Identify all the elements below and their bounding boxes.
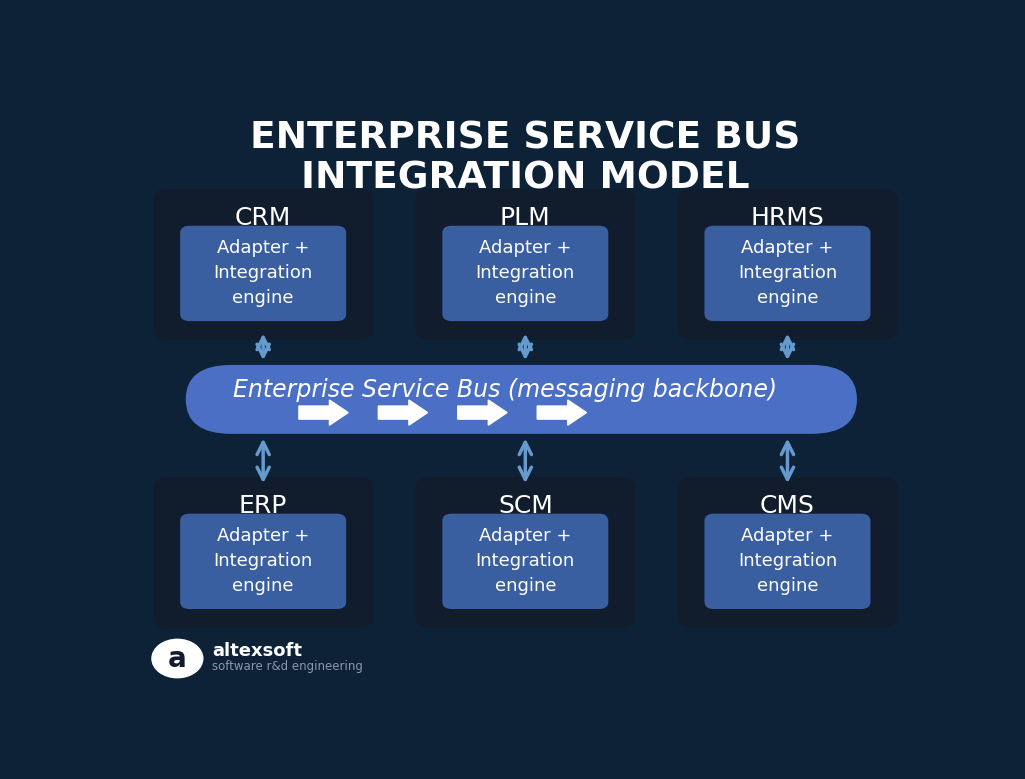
- Text: Adapter +
Integration
engine: Adapter + Integration engine: [213, 239, 313, 308]
- Text: ERP: ERP: [239, 494, 287, 518]
- Text: HRMS: HRMS: [750, 206, 824, 230]
- Polygon shape: [537, 400, 586, 425]
- FancyBboxPatch shape: [704, 513, 870, 609]
- FancyBboxPatch shape: [154, 189, 373, 340]
- FancyBboxPatch shape: [180, 226, 346, 321]
- Text: Adapter +
Integration
engine: Adapter + Integration engine: [476, 527, 575, 595]
- FancyBboxPatch shape: [180, 513, 346, 609]
- Text: software r&d engineering: software r&d engineering: [212, 661, 363, 673]
- FancyBboxPatch shape: [154, 477, 373, 628]
- FancyBboxPatch shape: [443, 513, 608, 609]
- Text: Adapter +
Integration
engine: Adapter + Integration engine: [213, 527, 313, 595]
- Text: CMS: CMS: [760, 494, 815, 518]
- Text: altexsoft: altexsoft: [212, 643, 302, 661]
- FancyBboxPatch shape: [186, 365, 857, 434]
- Text: Adapter +
Integration
engine: Adapter + Integration engine: [476, 239, 575, 308]
- FancyBboxPatch shape: [416, 477, 634, 628]
- Text: CRM: CRM: [235, 206, 291, 230]
- Text: Adapter +
Integration
engine: Adapter + Integration engine: [738, 239, 837, 308]
- FancyBboxPatch shape: [416, 189, 634, 340]
- Text: Enterprise Service Bus (messaging backbone): Enterprise Service Bus (messaging backbo…: [234, 378, 778, 402]
- Text: ENTERPRISE SERVICE BUS: ENTERPRISE SERVICE BUS: [250, 121, 801, 157]
- Polygon shape: [458, 400, 507, 425]
- FancyBboxPatch shape: [678, 477, 897, 628]
- FancyBboxPatch shape: [443, 226, 608, 321]
- Text: PLM: PLM: [500, 206, 550, 230]
- FancyBboxPatch shape: [678, 189, 897, 340]
- Text: INTEGRATION MODEL: INTEGRATION MODEL: [301, 160, 749, 196]
- Polygon shape: [378, 400, 427, 425]
- Text: SCM: SCM: [498, 494, 552, 518]
- FancyBboxPatch shape: [704, 226, 870, 321]
- Polygon shape: [299, 400, 348, 425]
- Text: Adapter +
Integration
engine: Adapter + Integration engine: [738, 527, 837, 595]
- Circle shape: [152, 640, 203, 678]
- Text: a: a: [168, 644, 187, 672]
